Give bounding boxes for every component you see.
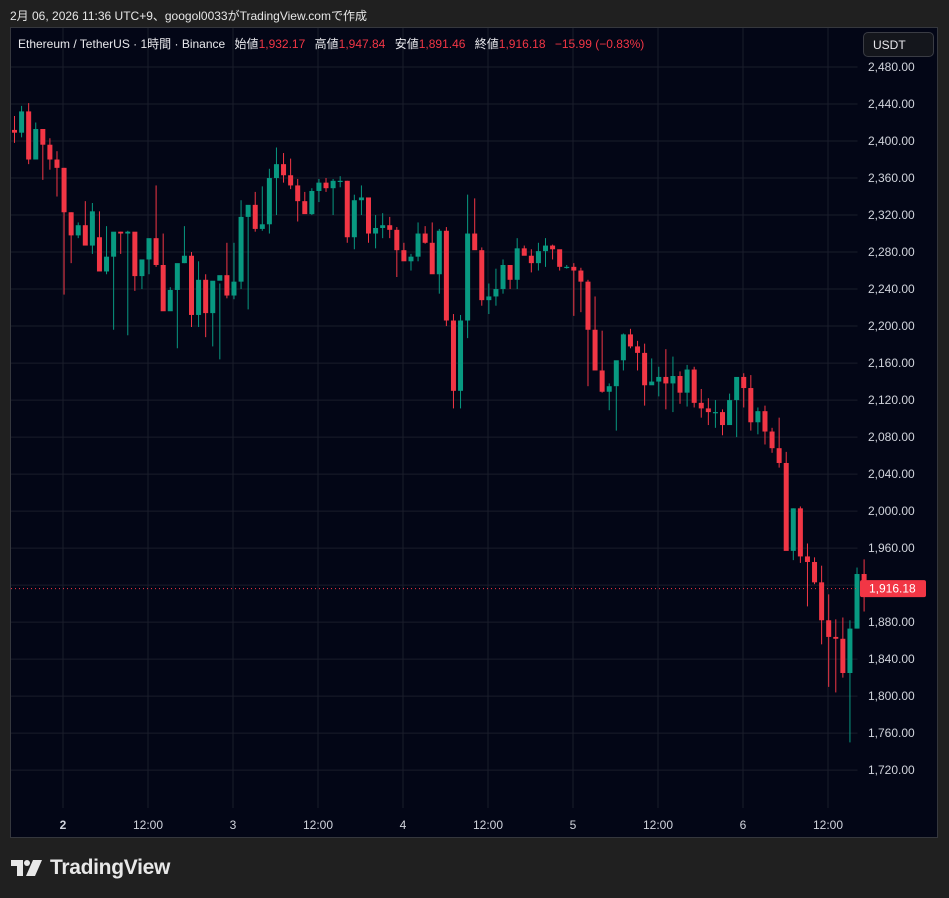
price-tick-label: 2,480.00 [868,60,915,74]
price-tick-label: 2,000.00 [868,504,915,518]
price-tick-label: 1,760.00 [868,726,915,740]
low-label: 安値 [394,37,419,51]
last-price-badge [860,580,926,598]
symbol-title[interactable]: Ethereum / TetherUS · 1時間 · Binance [18,37,226,51]
candles [12,103,867,743]
chart-caption: 2月 06, 2026 11:36 UTC+9、googol0033がTradi… [10,9,367,23]
open-value: 1,932.17 [258,37,306,51]
open-label: 始値 [234,37,259,51]
price-tick-label: 1,960.00 [868,541,915,555]
price-tick-label: 2,400.00 [868,134,915,148]
price-tick-label: 2,240.00 [868,282,915,296]
price-tick-label: 1,840.00 [868,652,915,666]
price-tick-label: 1,720.00 [868,763,915,777]
low-value: 1,891.46 [418,37,466,51]
price-tick-label: 2,320.00 [868,208,915,222]
change-value: −15.99 (−0.83%) [554,37,645,51]
time-tick-label: 12:00 [813,818,843,832]
currency-button[interactable]: USDT [863,32,934,57]
price-tick-label: 2,200.00 [868,319,915,333]
time-tick-label: 2 [60,818,67,832]
close-value: 1,916.18 [498,37,546,51]
time-tick-label: 4 [400,818,407,832]
tradingview-logo-icon [11,860,42,876]
time-tick-label: 5 [570,818,577,832]
price-axis[interactable]: 2,480.00 2,440.00 2,400.00 2,360.00 2,320.00… [868,60,915,777]
chart-panel[interactable] [10,27,938,838]
ohlc-legend: Ethereum / TetherUS · 1時間 · Binance 始値1,… [18,35,644,52]
time-tick-label: 12:00 [643,818,673,832]
time-axis[interactable]: 2 12:00 3 12:00 4 12:00 5 12:00 6 12:00 [60,818,844,832]
price-tick-label: 2,280.00 [868,245,915,259]
price-tick-label: 1,800.00 [868,689,915,703]
time-tick-label: 12:00 [133,818,163,832]
close-label: 終値 [474,37,499,51]
price-tick-label: 2,080.00 [868,430,915,444]
price-tick-label: 2,440.00 [868,97,915,111]
brand-name: TradingView [50,856,171,879]
time-tick-label: 6 [740,818,747,832]
price-tick-label: 2,160.00 [868,356,915,370]
high-value: 1,947.84 [338,37,386,51]
last-price-label: 1,916.18 [869,582,916,596]
price-tick-label: 1,880.00 [868,615,915,629]
price-tick-label: 2,360.00 [868,171,915,185]
time-tick-label: 12:00 [303,818,333,832]
grid-lines [11,28,859,808]
price-tick-label: 2,040.00 [868,467,915,481]
price-tick-label: 2,120.00 [868,393,915,407]
tradingview-logo[interactable]: TradingView [11,856,170,880]
time-tick-label: 12:00 [473,818,503,832]
high-label: 高値 [314,37,339,51]
time-tick-label: 3 [230,818,237,832]
